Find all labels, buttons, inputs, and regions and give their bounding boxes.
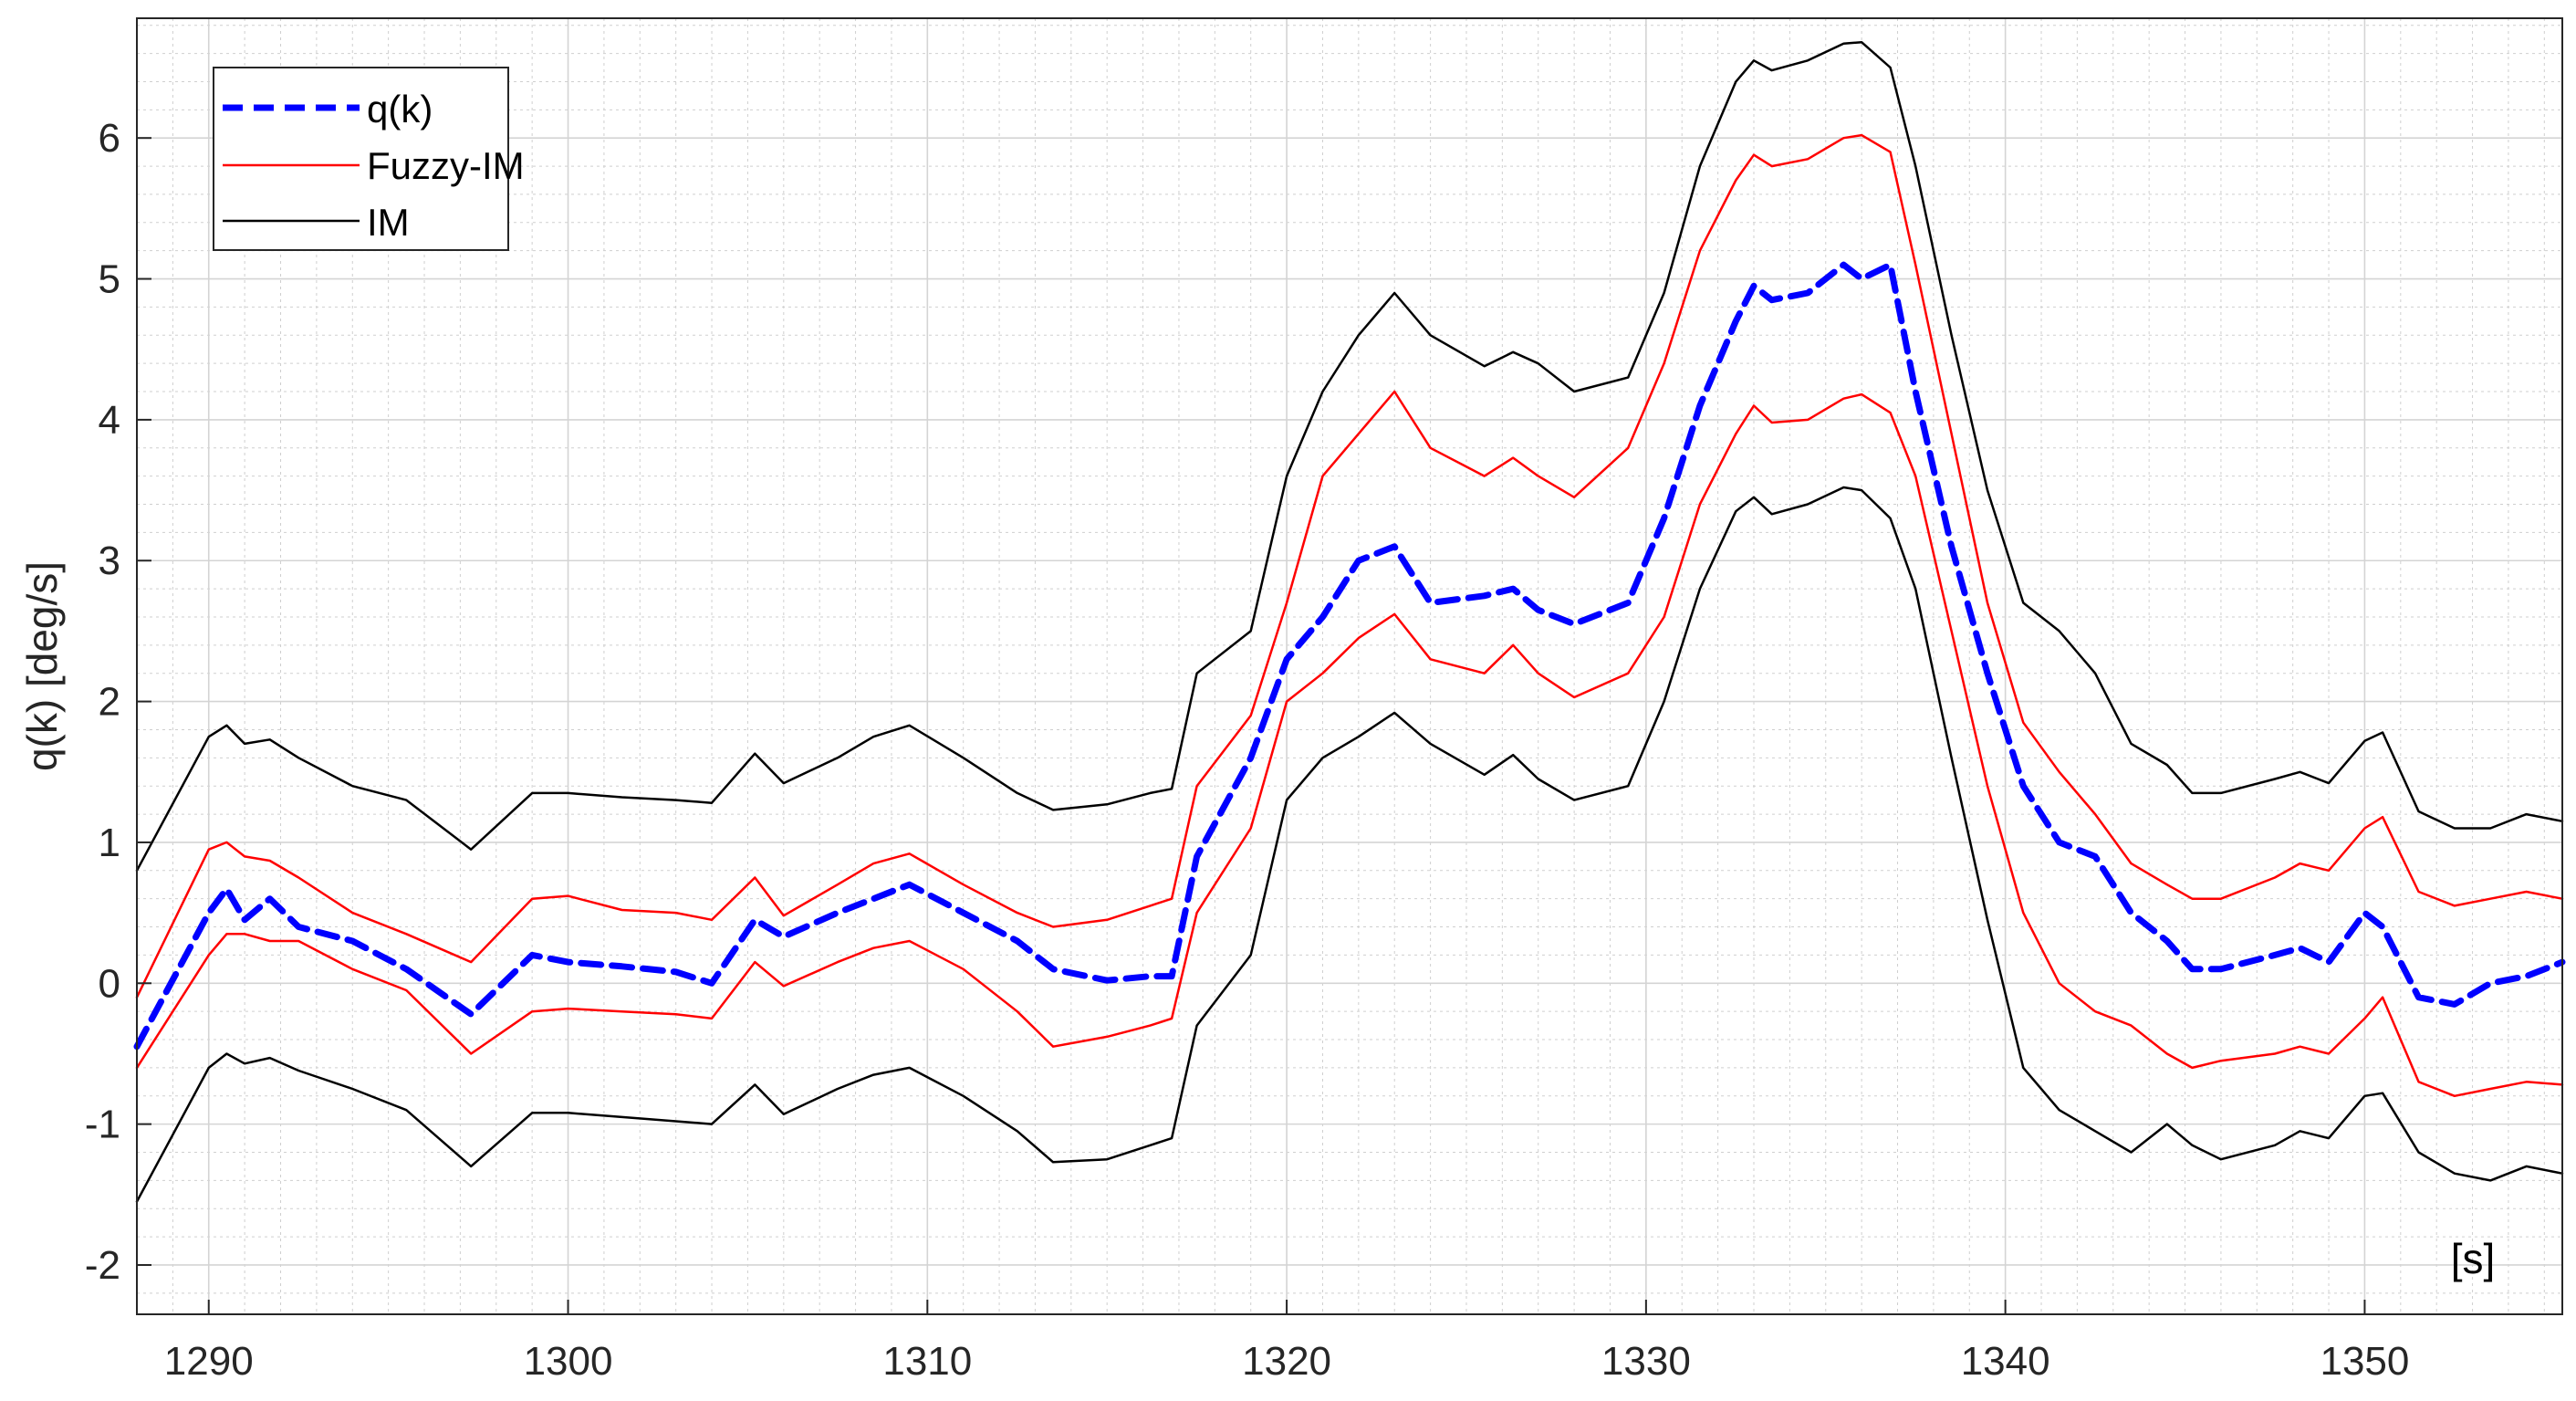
y-tick-label: 0	[99, 961, 120, 1006]
x-axis-ticks: 1290 1300 1310 1320 1330 1340 1350	[164, 1300, 2409, 1384]
legend-label-im: IM	[367, 201, 410, 244]
y-tick-label: -1	[85, 1103, 120, 1147]
x-tick-label: 1320	[1242, 1339, 1331, 1384]
y-tick-label: 2	[99, 680, 120, 725]
legend-box	[213, 67, 509, 251]
x-tick-label: 1340	[1961, 1339, 2050, 1384]
x-tick-label: 1300	[524, 1339, 613, 1384]
y-tick-label: 6	[99, 116, 120, 161]
series-line-im-upper	[135, 40, 2564, 873]
major-grid	[137, 18, 2562, 1314]
y-tick-label: 1	[99, 821, 120, 865]
series-line-fuzzy-upper	[135, 133, 2564, 998]
y-tick-label: 4	[99, 398, 120, 443]
unit-annotation: [s]	[2451, 1235, 2496, 1282]
x-tick-label: 1350	[2320, 1339, 2409, 1384]
y-tick-label: -2	[85, 1243, 120, 1288]
series-line-fuzzy-lower	[135, 392, 2564, 1098]
y-tick-label: 3	[99, 538, 120, 583]
series-layer	[133, 40, 2566, 1203]
legend-label-q: q(k)	[367, 88, 433, 131]
series-line-im-lower	[135, 486, 2564, 1203]
y-axis-label: q(k) [deg/s]	[18, 561, 66, 771]
x-tick-label: 1310	[882, 1339, 972, 1384]
x-tick-label: 1290	[164, 1339, 254, 1384]
x-tick-label: 1330	[1601, 1339, 1691, 1384]
y-axis-ticks: -2 -1 0 1 2 3 4 5 6	[85, 116, 151, 1288]
legend-label-fuzzy: Fuzzy-IM	[367, 144, 525, 187]
legend: q(k) Fuzzy-IM IM	[213, 67, 525, 251]
plot-frame	[136, 17, 2563, 1315]
series-line-q	[133, 261, 2566, 1051]
minor-grid	[136, 18, 2562, 1314]
y-tick-label: 5	[99, 257, 120, 302]
